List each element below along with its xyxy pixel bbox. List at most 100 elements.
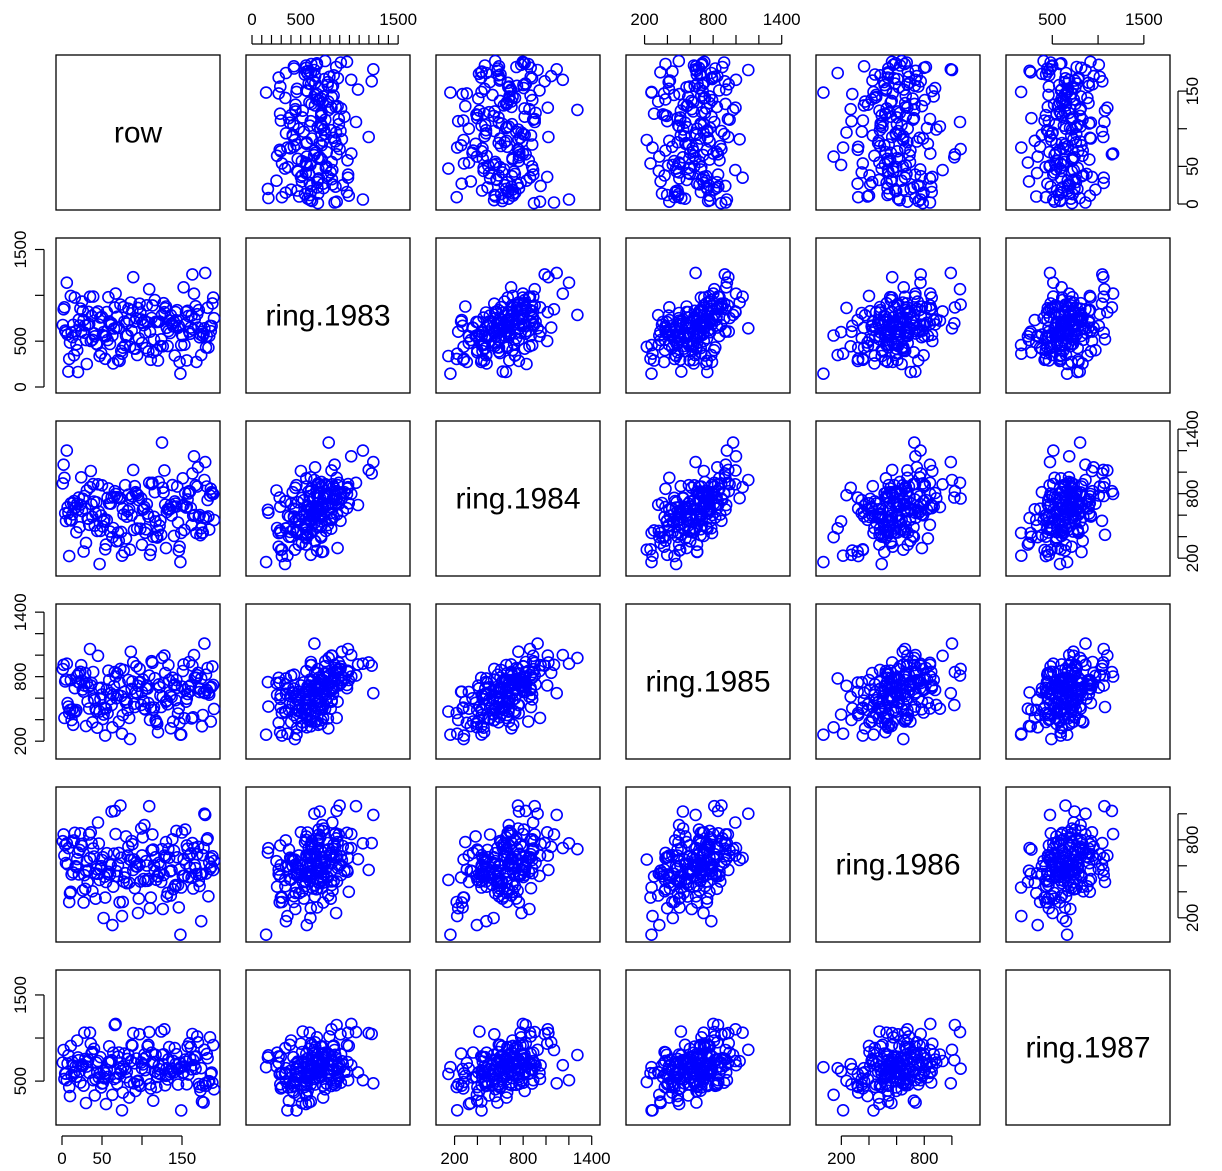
diagonal-label-row: row [114, 117, 163, 150]
data-point [362, 130, 376, 144]
data-point [836, 141, 850, 154]
data-point [122, 711, 136, 725]
data-point [464, 175, 478, 188]
data-point [722, 325, 736, 338]
data-point [729, 449, 743, 463]
data-point [523, 102, 536, 116]
data-point [720, 276, 734, 290]
data-point [845, 87, 859, 101]
data-point [662, 75, 676, 89]
data-point [198, 637, 211, 650]
data-point [161, 339, 174, 353]
data-point [1023, 327, 1036, 340]
data-point [1101, 305, 1114, 319]
data-point [450, 190, 464, 204]
data-point [515, 126, 528, 139]
data-point [1049, 117, 1062, 131]
data-point [865, 175, 879, 189]
data-point [460, 87, 474, 100]
data-point [741, 807, 755, 821]
data-point [133, 662, 146, 676]
data-point [483, 828, 497, 841]
panel-ring.1983-vs-ring.1984 [435, 237, 601, 394]
data-point [270, 174, 283, 187]
data-point [1084, 55, 1097, 69]
data-point [62, 365, 75, 378]
data-point [1044, 297, 1057, 310]
data-point [1055, 280, 1068, 294]
data-point [863, 169, 876, 182]
data-point [885, 270, 899, 284]
data-point [71, 365, 85, 379]
data-point [492, 303, 505, 317]
data-point [475, 65, 489, 78]
data-point [844, 102, 858, 116]
data-point [494, 68, 507, 81]
data-point [705, 355, 719, 369]
data-point [462, 122, 476, 135]
data-point [910, 321, 924, 334]
data-point [1082, 96, 1095, 110]
data-point [831, 521, 845, 535]
data-point [473, 104, 486, 117]
data-point [908, 365, 922, 378]
data-point [1083, 131, 1097, 145]
data-point [538, 268, 552, 281]
data-point [184, 501, 198, 515]
data-point [524, 700, 538, 714]
data-point [729, 464, 742, 477]
data-point [77, 545, 90, 558]
data-point [349, 799, 363, 813]
data-point [198, 473, 211, 487]
data-point [923, 172, 937, 185]
panel-ring.1984-vs-row [55, 420, 221, 577]
data-point [304, 184, 318, 198]
data-point [868, 149, 881, 163]
panel-ring.1984-vs-ring.1986 [815, 420, 981, 577]
data-point [115, 909, 129, 923]
data-point [1097, 130, 1110, 144]
data-point [651, 498, 665, 512]
data-point [923, 518, 937, 532]
data-point [1057, 119, 1071, 132]
panel-row-vs-ring.1983 [245, 54, 411, 211]
data-point [655, 187, 669, 200]
data-point [885, 291, 899, 304]
data-point [669, 162, 683, 175]
data-point [488, 155, 502, 169]
data-point [1106, 827, 1120, 841]
data-point [460, 355, 474, 369]
data-point [155, 651, 169, 665]
data-point [518, 102, 531, 115]
data-point [729, 73, 743, 87]
data-point [925, 84, 939, 98]
data-point [907, 436, 921, 449]
data-point [442, 873, 455, 887]
data-point [1065, 112, 1078, 126]
data-point [458, 99, 472, 113]
data-point [308, 637, 321, 650]
data-point [674, 365, 688, 378]
data-point [562, 193, 576, 206]
data-point [503, 90, 516, 103]
data-point [689, 455, 702, 469]
data-point [1072, 355, 1085, 369]
data-point [662, 82, 676, 96]
data-point [144, 543, 158, 557]
data-point [944, 455, 958, 469]
panel-ring.1985-vs-ring.1983 [245, 603, 411, 760]
data-point [891, 312, 904, 326]
data-point [1014, 85, 1028, 99]
data-point [1059, 914, 1073, 928]
data-point [194, 528, 207, 542]
data-point [856, 157, 870, 170]
data-point [1070, 301, 1083, 315]
data-point [273, 80, 287, 93]
data-point [510, 301, 523, 315]
data-point [462, 336, 476, 350]
data-point [726, 308, 740, 322]
data-point [923, 112, 937, 126]
data-point [1074, 329, 1088, 343]
data-point [673, 87, 686, 101]
data-point [659, 57, 672, 71]
